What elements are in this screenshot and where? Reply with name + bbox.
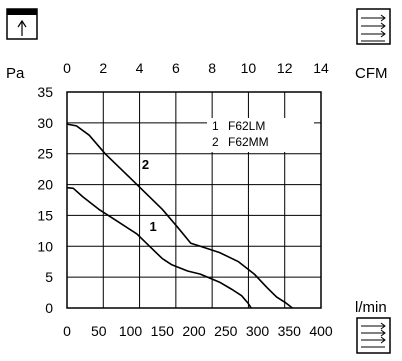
top-tick-label: 10 bbox=[241, 60, 257, 76]
y-tick-label: 25 bbox=[37, 146, 53, 162]
top-tick-label: 14 bbox=[313, 60, 329, 76]
y-tick-label: 20 bbox=[37, 177, 53, 193]
top-tick-label: 8 bbox=[208, 60, 216, 76]
series-line-2 bbox=[66, 123, 293, 309]
series-label-2: 2 bbox=[142, 157, 149, 172]
y-tick-label: 15 bbox=[37, 207, 53, 223]
bottom-tick-label: 0 bbox=[63, 323, 71, 339]
bottom-tick-label: 350 bbox=[278, 323, 302, 339]
bottom-tick-label: 150 bbox=[151, 323, 175, 339]
y-tick-label: 30 bbox=[37, 115, 53, 131]
legend-name-1: F62LM bbox=[228, 119, 265, 133]
top-tick-label: 0 bbox=[63, 60, 71, 76]
bottom-tick-label: 250 bbox=[214, 323, 238, 339]
airflow-direction-icon bbox=[6, 8, 38, 40]
flow-arrows-icon-bottom bbox=[356, 317, 391, 354]
top-tick-label: 2 bbox=[99, 60, 107, 76]
bottom-tick-label: 100 bbox=[119, 323, 143, 339]
bottom-tick-label: 200 bbox=[182, 323, 206, 339]
series-lines bbox=[66, 123, 293, 309]
legend: 1 F62LM 2 F62MM bbox=[207, 118, 314, 152]
top-tick-label: 12 bbox=[277, 60, 293, 76]
bottom-tick-label: 400 bbox=[309, 323, 333, 339]
top-tick-label: 6 bbox=[172, 60, 180, 76]
plot-frame bbox=[66, 91, 322, 309]
legend-key-1: 1 bbox=[212, 119, 219, 133]
grid bbox=[67, 92, 321, 308]
y-axis-label: Pa bbox=[6, 65, 25, 82]
x-axis-label-top: CFM bbox=[355, 65, 388, 82]
flow-arrows-icon-top bbox=[356, 8, 391, 45]
x-axis-label-bottom: l/min bbox=[355, 299, 387, 316]
series-label-1: 1 bbox=[150, 219, 157, 234]
y-tick-label: 35 bbox=[37, 84, 53, 100]
bottom-tick-label: 300 bbox=[246, 323, 270, 339]
y-tick-label: 10 bbox=[37, 238, 53, 254]
series-line-1 bbox=[66, 186, 252, 309]
top-tick-label: 4 bbox=[136, 60, 144, 76]
series-labels: 12 bbox=[142, 157, 157, 234]
y-tick-label: 0 bbox=[45, 300, 53, 316]
legend-name-2: F62MM bbox=[228, 135, 269, 149]
bottom-tick-label: 50 bbox=[91, 323, 107, 339]
legend-key-2: 2 bbox=[212, 135, 219, 149]
y-tick-label: 5 bbox=[45, 269, 53, 285]
